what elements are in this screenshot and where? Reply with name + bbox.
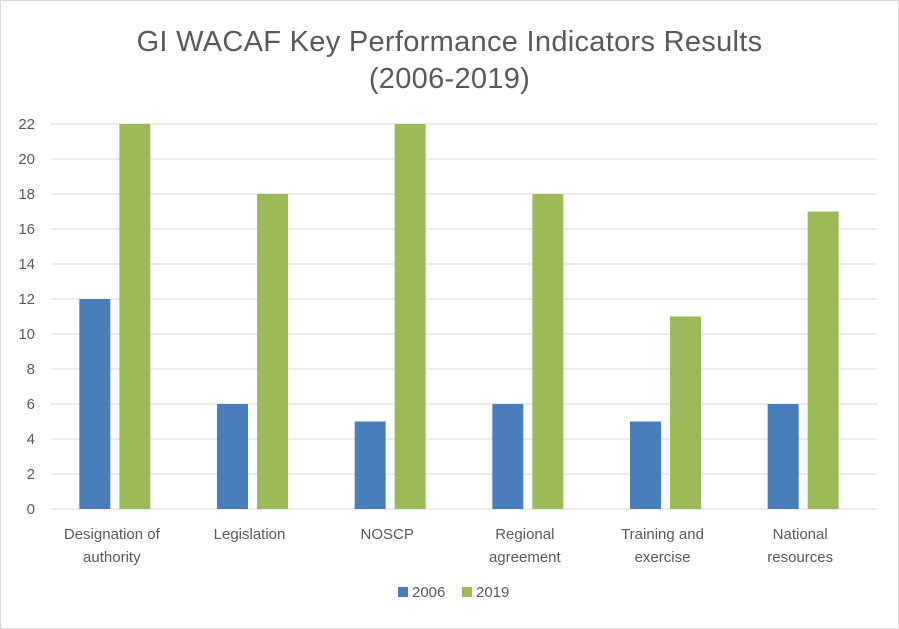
y-tick-label: 4	[27, 431, 35, 448]
bar-2006	[217, 404, 248, 509]
gridlines	[51, 123, 877, 510]
y-tick-label: 8	[27, 361, 35, 378]
y-tick-label: 22	[18, 116, 35, 133]
bar-2019	[257, 194, 288, 509]
y-tick-label: 14	[18, 256, 35, 273]
legend-label-2006: 2006	[412, 584, 445, 601]
x-tick-label: Legislation	[214, 526, 286, 543]
chart-title: GI WACAF Key Performance Indicators Resu…	[0, 24, 899, 98]
x-axis-labels: Designation of authority Legislation NOSCP R…	[64, 526, 833, 566]
bar-2006	[354, 421, 386, 509]
x-tick-label: Regional	[495, 526, 554, 543]
y-tick-label: 18	[18, 186, 35, 203]
y-tick-label: 2	[27, 466, 35, 483]
bar-2019	[532, 194, 564, 509]
bar-2019	[394, 124, 426, 509]
y-tick-label: 20	[18, 151, 35, 168]
bar-2019	[807, 211, 839, 509]
y-axis-labels: 0 2 4 6 8 10 12 14 16 18 20 22	[18, 116, 35, 518]
bar-2006	[767, 404, 799, 509]
y-tick-label: 16	[18, 221, 35, 238]
x-tick-label: exercise	[635, 549, 691, 566]
x-tick-label: National	[773, 526, 828, 543]
y-tick-label: 12	[18, 291, 35, 308]
bar-2006	[630, 421, 661, 509]
legend-swatch-2019	[462, 587, 472, 597]
x-tick-label: NOSCP	[360, 526, 413, 543]
y-tick-label: 0	[27, 501, 35, 518]
x-tick-label: authority	[83, 549, 141, 566]
y-tick-label: 6	[27, 396, 35, 413]
legend-label-2019: 2019	[476, 584, 509, 601]
bar-2006	[492, 404, 524, 509]
bars	[79, 124, 839, 509]
chart-title-line-2: (2006-2019)	[368, 63, 531, 95]
bar-2019	[670, 316, 701, 509]
x-tick-label: Designation of	[64, 526, 161, 543]
x-tick-label: Training and	[621, 526, 704, 543]
y-tick-label: 10	[18, 326, 35, 343]
legend: 2006 2019	[398, 584, 509, 601]
legend-swatch-2006	[398, 587, 408, 597]
x-tick-label: resources	[767, 549, 833, 566]
bar-2006	[79, 299, 111, 509]
bar-2019	[119, 124, 151, 509]
chart-title-line-1: GI WACAF Key Performance Indicators Resu…	[136, 26, 763, 58]
x-tick-label: agreement	[489, 549, 562, 566]
